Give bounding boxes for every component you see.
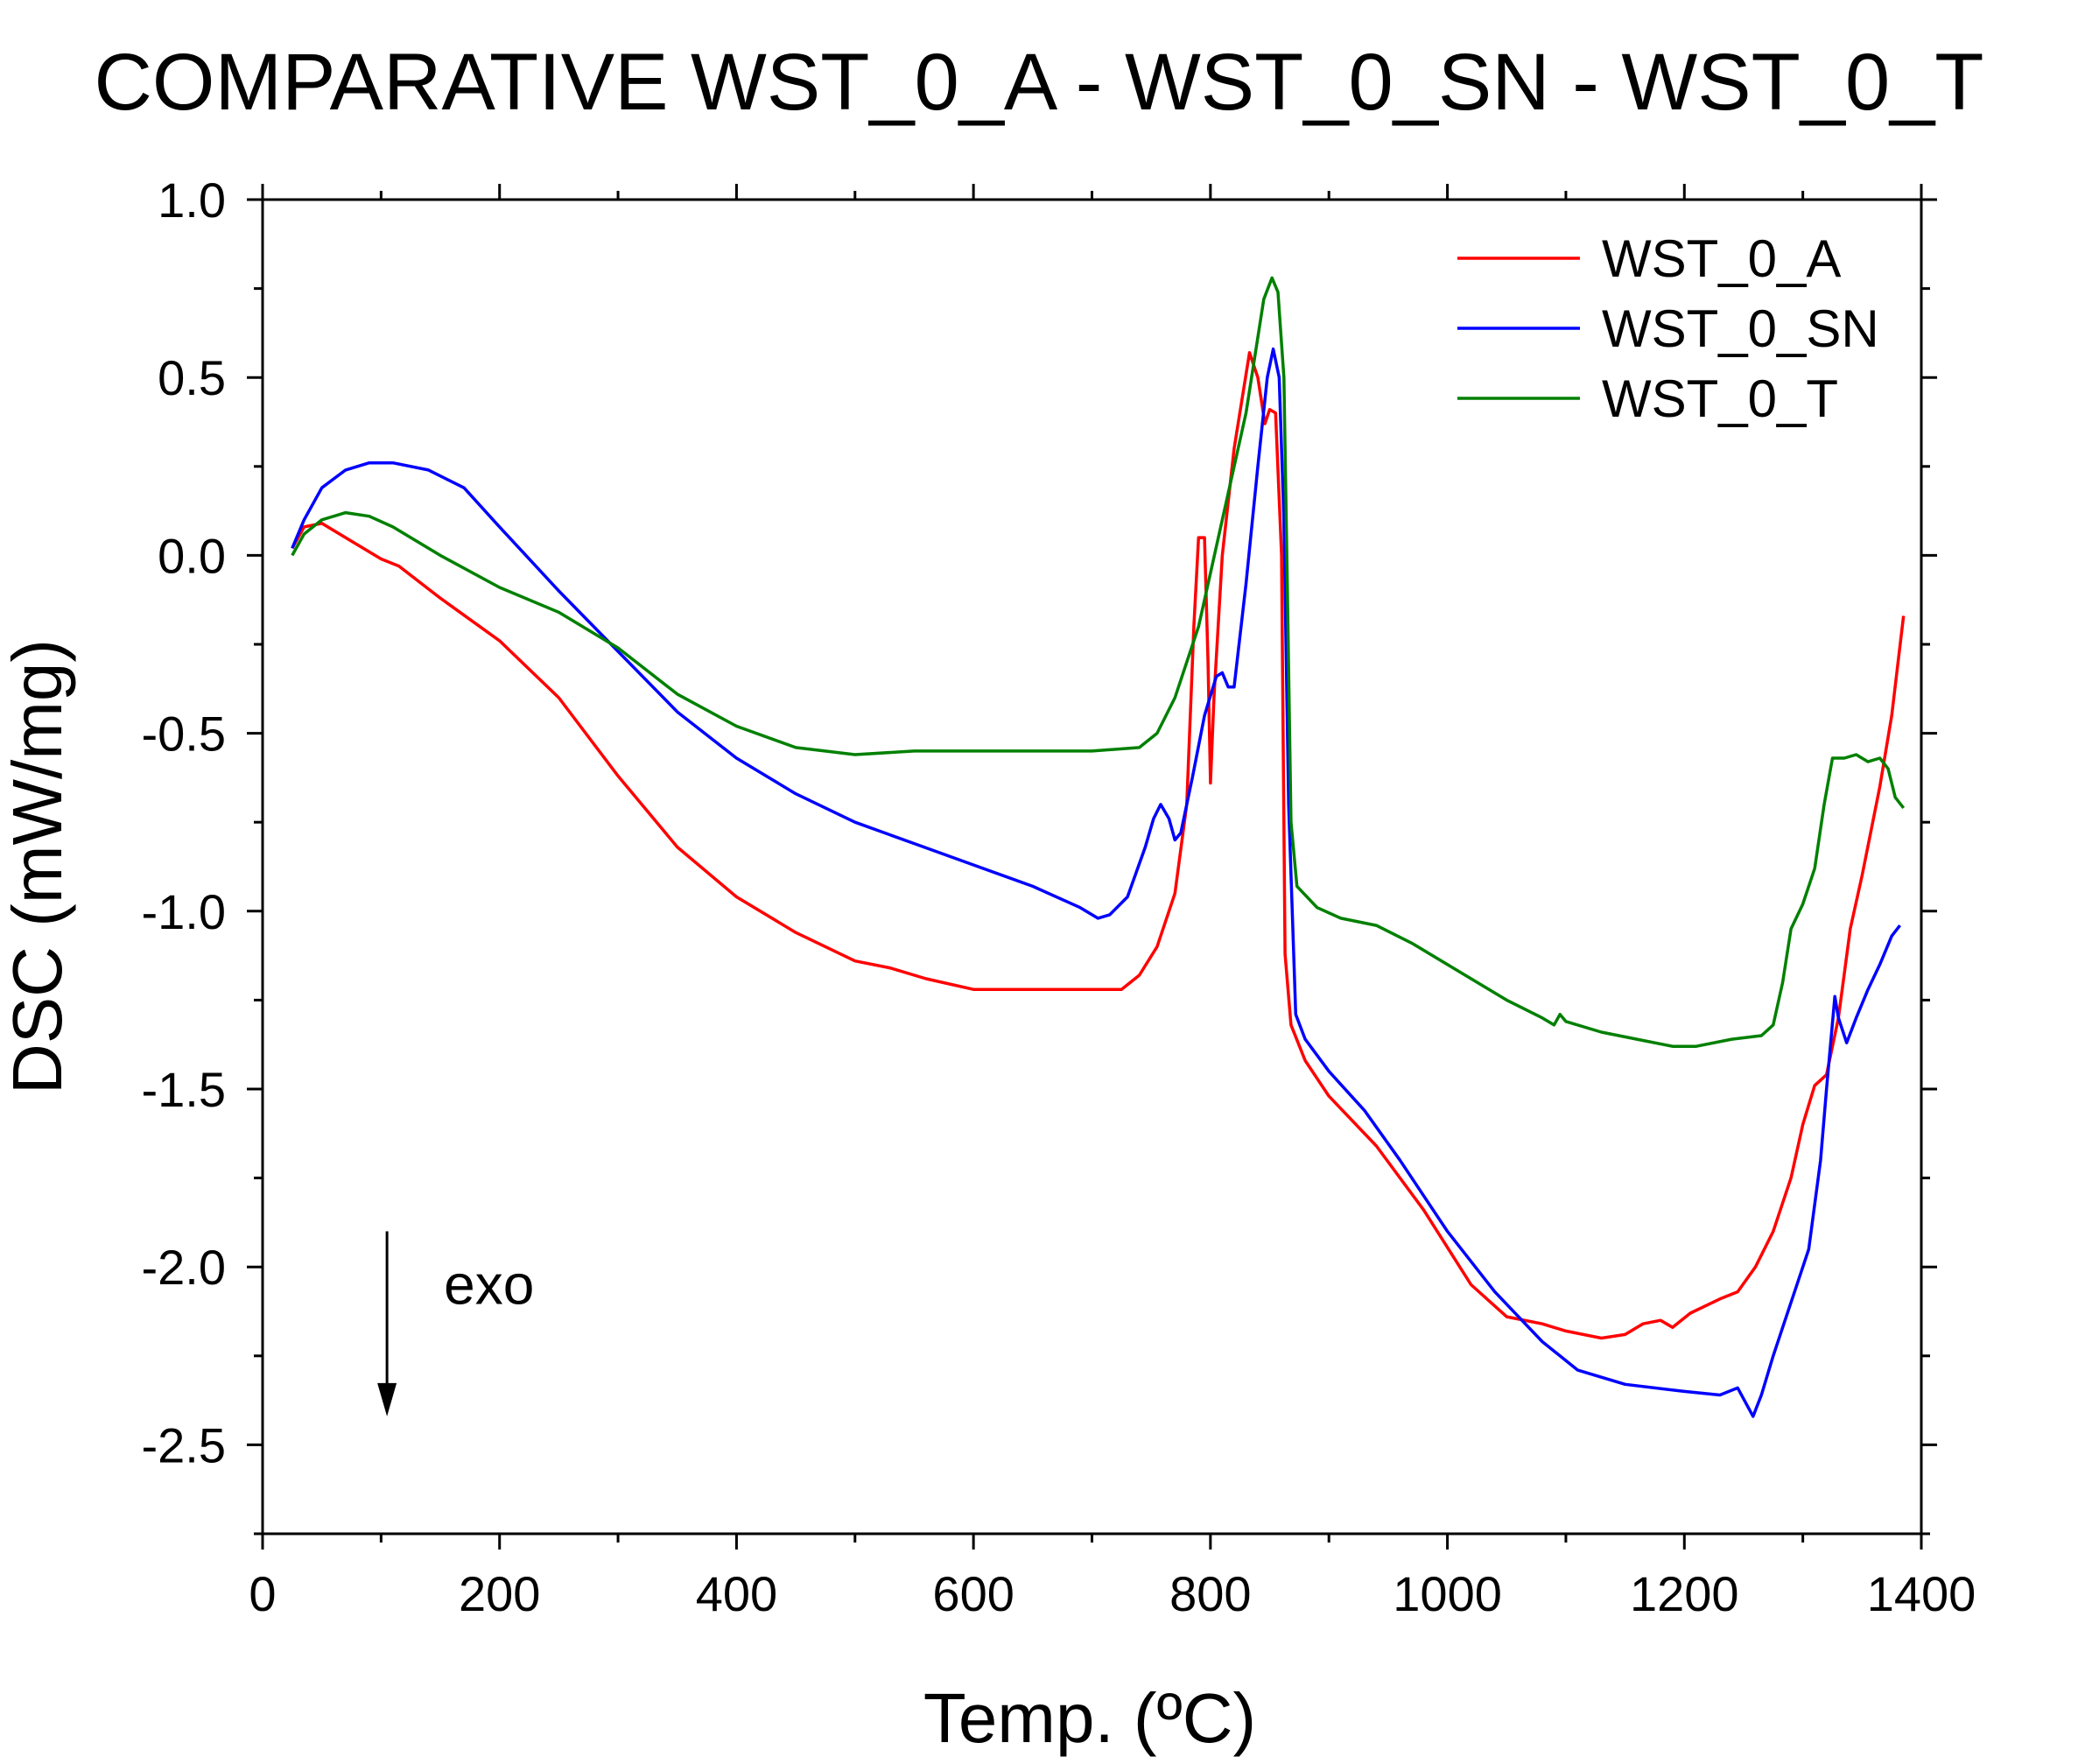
x-tick-label: 800 <box>1169 1566 1251 1621</box>
legend: WST_0_A WST_0_SN WST_0_T <box>1457 229 1879 428</box>
x-tick-label: 1200 <box>1630 1566 1739 1621</box>
x-tick-label: 1000 <box>1393 1566 1502 1621</box>
axes-group: 0 200 400 600 800 1000 1200 1400 1.0 0.5 0.0 -0.5 -1… <box>142 172 1976 1621</box>
y-tick-label: -0.5 <box>142 706 227 762</box>
y-tick-label: 0.5 <box>158 350 226 405</box>
series-line-wst-0-t <box>291 276 1906 1048</box>
x-axis-label: Temp. (ºC) <box>923 1679 1256 1757</box>
chart-title: COMPARATIVE WST_0_A - WST_0_SN - WST_0_T <box>94 38 1983 127</box>
y-tick-label: -2.0 <box>142 1240 227 1295</box>
y-axis-label: DSC (mW/mg) <box>0 639 76 1094</box>
x-tick-label: 1400 <box>1867 1566 1976 1621</box>
annotation-group: exo <box>377 1231 534 1416</box>
series-line-wst-0-a <box>291 351 1906 1340</box>
legend-label-wst-0-a: WST_0_A <box>1602 229 1841 288</box>
y-tick-label: -1.0 <box>142 884 227 939</box>
legend-label-wst-0-t: WST_0_T <box>1602 369 1838 428</box>
exo-arrowhead <box>377 1382 397 1416</box>
y-tick-label: 1.0 <box>158 172 226 228</box>
exo-label: exo <box>444 1254 534 1317</box>
y-tick-label: -1.5 <box>142 1062 227 1117</box>
series-group <box>291 276 1906 1418</box>
legend-label-wst-0-sn: WST_0_SN <box>1602 299 1879 358</box>
x-tick-label: 200 <box>459 1566 540 1621</box>
x-tick-label: 400 <box>696 1566 777 1621</box>
x-tick-label: 0 <box>249 1566 276 1621</box>
series-line-wst-0-sn <box>291 347 1901 1418</box>
y-tick-label: 0.0 <box>158 528 226 583</box>
x-tick-label: 600 <box>932 1566 1014 1621</box>
y-tick-label: -2.5 <box>142 1417 227 1472</box>
